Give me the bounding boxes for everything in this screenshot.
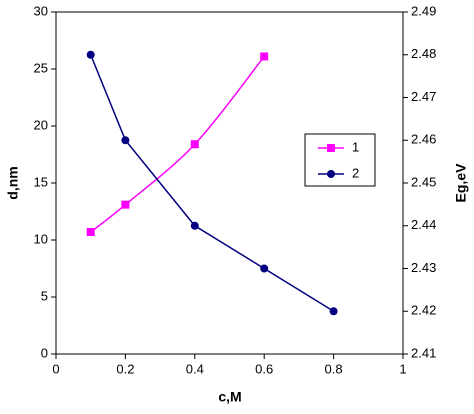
y2-tick-label: 2.42 (411, 303, 436, 318)
y2-tick-label: 2.45 (411, 174, 436, 189)
legend-label: 2 (352, 165, 359, 180)
series-line (90, 54, 334, 312)
x-tick-label: 0.6 (255, 361, 273, 376)
series-line (90, 55, 265, 233)
x-tick-label: 0.4 (186, 361, 204, 376)
legend-box (304, 133, 376, 187)
legend-marker (327, 144, 335, 152)
marker (190, 140, 199, 149)
y-tick-label: 25 (34, 60, 48, 75)
x-tick-label: 0 (52, 361, 59, 376)
legend-marker (327, 170, 335, 178)
y-tick-label: 0 (41, 345, 48, 360)
x-tick-label: 1 (399, 361, 406, 376)
x-tick-label: 0.8 (325, 361, 343, 376)
y-tick-label: 10 (34, 231, 48, 246)
marker (260, 52, 269, 61)
y2-tick-label: 2.46 (411, 132, 436, 147)
y-tick-label: 30 (34, 3, 48, 18)
marker (121, 200, 130, 209)
marker (190, 221, 199, 230)
marker (260, 264, 269, 273)
legend-label: 1 (352, 139, 359, 154)
y2-tick-label: 2.44 (411, 217, 436, 232)
y2-tick-label: 2.47 (411, 89, 436, 104)
y-axis-title: d,nm (5, 166, 21, 199)
y2-tick-label: 2.49 (411, 3, 436, 18)
y-tick-label: 15 (34, 174, 48, 189)
marker (86, 228, 95, 237)
marker (329, 307, 338, 316)
x-tick-label: 0.2 (116, 361, 134, 376)
y-tick-label: 20 (34, 117, 48, 132)
marker (121, 136, 130, 145)
y2-tick-label: 2.41 (411, 345, 436, 360)
y2-axis-title: Eg,eV (453, 163, 469, 203)
y2-tick-label: 2.48 (411, 46, 436, 61)
x-axis-title: c,M (218, 389, 241, 405)
y2-tick-label: 2.43 (411, 260, 436, 275)
marker (86, 50, 95, 59)
y-tick-label: 5 (41, 288, 48, 303)
